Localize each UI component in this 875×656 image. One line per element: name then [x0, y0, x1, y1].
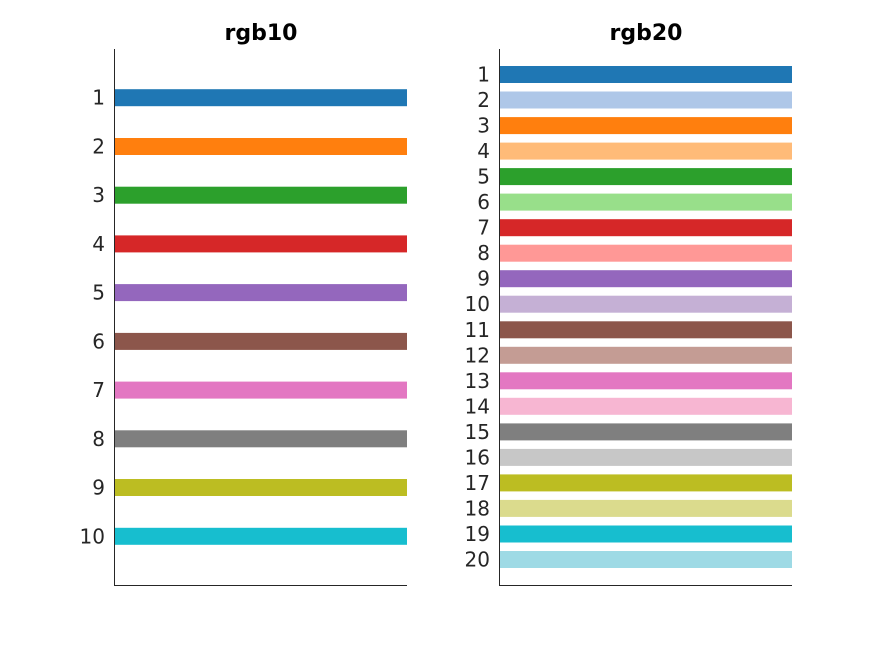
- color-bar-rgb20-10: [500, 295, 792, 313]
- tick-label-rgb20-3: 3: [477, 114, 490, 138]
- tick-label-rgb20-15: 15: [465, 420, 490, 444]
- panel-title-rgb20: rgb20: [610, 21, 683, 46]
- color-bar-rgb10-8: [115, 430, 407, 448]
- color-bar-rgb20-11: [500, 321, 792, 339]
- panel-rgb10: rgb10 1 2 3 4 5 6 7 8 9 10: [80, 21, 407, 586]
- tick-label-rgb20-11: 11: [465, 318, 490, 342]
- color-bar-rgb20-3: [500, 117, 792, 135]
- tick-label-rgb20-19: 19: [465, 522, 490, 546]
- tick-label-rgb10-2: 2: [92, 135, 105, 159]
- tick-label-rgb20-20: 20: [465, 548, 490, 572]
- color-bar-rgb10-6: [115, 332, 407, 350]
- tick-label-rgb20-17: 17: [465, 471, 490, 495]
- color-bar-rgb10-7: [115, 381, 407, 399]
- tick-label-rgb10-5: 5: [92, 281, 105, 305]
- bars-rgb20: [500, 66, 792, 568]
- color-bar-rgb20-17: [500, 474, 792, 492]
- tick-label-rgb20-6: 6: [477, 190, 490, 214]
- tick-label-rgb20-9: 9: [477, 267, 490, 291]
- color-bar-rgb10-4: [115, 235, 407, 253]
- color-bar-rgb20-1: [500, 66, 792, 83]
- color-bar-rgb10-9: [115, 479, 407, 496]
- color-bar-rgb20-7: [500, 219, 792, 237]
- tick-label-rgb10-8: 8: [92, 427, 105, 451]
- color-bar-rgb20-6: [500, 193, 792, 211]
- tick-label-rgb10-3: 3: [92, 183, 105, 207]
- tick-label-rgb10-9: 9: [92, 476, 105, 500]
- tick-label-rgb10-4: 4: [92, 232, 105, 256]
- color-bar-rgb20-14: [500, 397, 792, 415]
- tick-label-rgb20-16: 16: [465, 445, 490, 469]
- color-bar-rgb20-15: [500, 423, 792, 441]
- tick-label-rgb20-10: 10: [465, 292, 490, 316]
- tick-label-rgb20-7: 7: [477, 216, 490, 240]
- color-bar-rgb20-13: [500, 372, 792, 390]
- panel-title-rgb10: rgb10: [225, 21, 298, 46]
- color-bar-rgb20-8: [500, 244, 792, 262]
- tick-label-rgb10-7: 7: [92, 378, 105, 402]
- tick-label-rgb20-14: 14: [465, 394, 490, 418]
- color-bar-rgb20-4: [500, 142, 792, 160]
- tick-label-rgb20-12: 12: [465, 343, 490, 367]
- color-bar-rgb20-12: [500, 346, 792, 364]
- color-bar-rgb20-19: [500, 525, 792, 543]
- color-bar-rgb20-20: [500, 551, 792, 568]
- tick-label-rgb20-18: 18: [465, 496, 490, 520]
- color-bar-rgb10-5: [115, 284, 407, 302]
- tick-labels-rgb10: 1 2 3 4 5 6 7 8 9 10: [80, 86, 105, 549]
- color-bar-rgb20-18: [500, 499, 792, 517]
- color-bar-rgb10-3: [115, 186, 407, 204]
- tick-label-rgb10-1: 1: [92, 86, 105, 110]
- tick-label-rgb20-13: 13: [465, 369, 490, 393]
- color-bar-rgb10-2: [115, 138, 407, 155]
- tick-label-rgb20-1: 1: [477, 63, 490, 87]
- tick-label-rgb10-10: 10: [80, 524, 105, 548]
- tick-label-rgb20-2: 2: [477, 88, 490, 112]
- color-bar-rgb10-1: [115, 89, 407, 107]
- tick-label-rgb10-6: 6: [92, 329, 105, 353]
- color-bar-rgb20-16: [500, 448, 792, 466]
- tick-label-rgb20-4: 4: [477, 139, 490, 163]
- tick-label-rgb20-8: 8: [477, 241, 490, 265]
- bars-rgb10: [115, 89, 407, 545]
- color-bar-rgb20-5: [500, 168, 792, 186]
- color-bar-rgb20-9: [500, 270, 792, 288]
- color-bar-rgb20-2: [500, 91, 792, 109]
- color-bar-rgb10-10: [115, 527, 407, 545]
- tick-label-rgb20-5: 5: [477, 165, 490, 189]
